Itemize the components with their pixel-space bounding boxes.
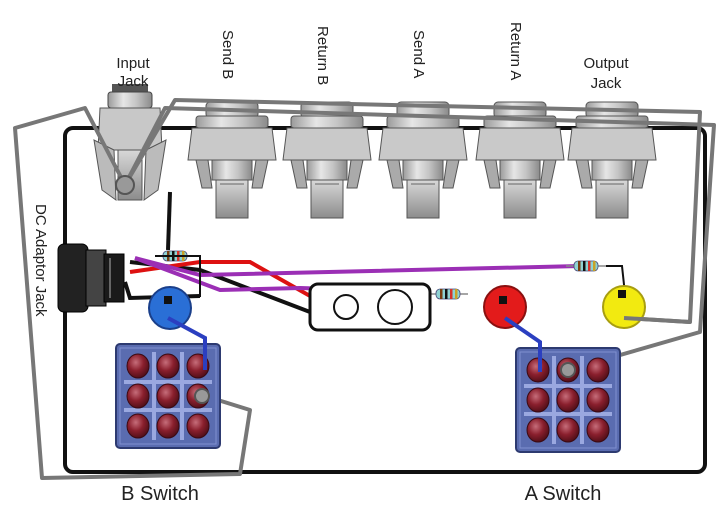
red-led xyxy=(483,285,527,329)
send-a-jack xyxy=(378,101,468,219)
b-switch-label: B Switch xyxy=(121,483,199,505)
dc-adaptor-jack xyxy=(57,243,125,313)
blue-led xyxy=(148,286,192,330)
blue-wires xyxy=(167,316,542,372)
output-jack-label-2: Jack xyxy=(591,75,622,92)
yellow-led xyxy=(602,285,646,329)
output-jack-label-1: Output xyxy=(583,55,629,72)
return-a-label: Return A xyxy=(507,22,524,80)
led-holder-box xyxy=(308,282,432,332)
input-jack-tip xyxy=(115,175,135,195)
dc-adaptor-jack-label: DC Adaptor Jack xyxy=(32,204,49,317)
send-b-label: Send B xyxy=(219,30,236,79)
a-switch-label: A Switch xyxy=(525,483,602,505)
b-switch-lug-wire xyxy=(194,388,210,404)
return-b-label: Return B xyxy=(314,26,331,85)
resistor-right xyxy=(565,260,607,272)
send-a-label: Send A xyxy=(410,30,427,78)
a-switch-lug-wire xyxy=(560,362,576,378)
send-b-jack xyxy=(187,101,277,219)
resistor-middle xyxy=(427,288,469,300)
input-jack-label-1: Input xyxy=(116,55,150,72)
input-jack-label-2: Jack xyxy=(118,73,149,90)
return-b-jack xyxy=(282,101,372,219)
